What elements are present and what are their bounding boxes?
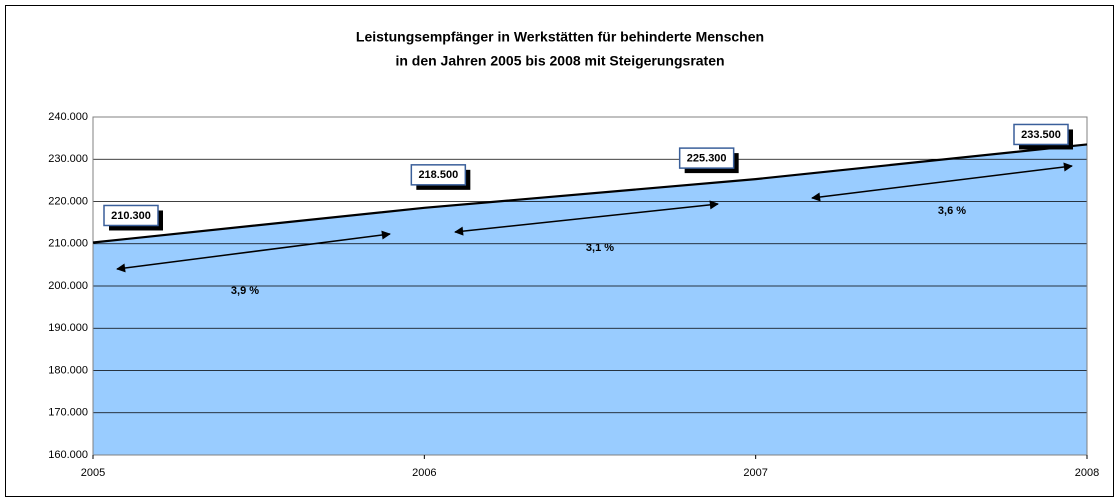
x-tick-label: 2005 — [81, 467, 105, 479]
chart-subtitle: in den Jahren 2005 bis 2008 mit Steigeru… — [395, 53, 724, 69]
area — [93, 144, 1087, 455]
x-tick-label: 2007 — [743, 467, 767, 479]
data-label: 233.500 — [1021, 129, 1061, 141]
annotation: 3,9 % — [231, 285, 259, 297]
y-tick-label: 180.000 — [48, 364, 88, 376]
line — [92, 143, 1088, 244]
growth-arrow — [116, 230, 391, 273]
label-box — [678, 147, 735, 169]
data-label: 210.300 — [111, 210, 151, 222]
annotation: 3,1 % — [586, 242, 614, 254]
y-tick-label: 240.000 — [48, 111, 88, 123]
label-box — [1013, 123, 1069, 146]
label-box — [410, 164, 467, 186]
y-tick-label: 190.000 — [48, 322, 88, 334]
x-tick-label: 2008 — [1075, 467, 1099, 479]
y-tick-label: 210.000 — [48, 238, 88, 250]
growth-arrow — [811, 162, 1073, 202]
y-tick-label: 220.000 — [48, 195, 88, 207]
y-tick-label: 170.000 — [48, 407, 88, 419]
x-tick-label: 2006 — [412, 467, 436, 479]
data-label: 218.500 — [418, 169, 458, 181]
y-tick-label: 160.000 — [48, 449, 88, 461]
y-tick-label: 230.000 — [48, 153, 88, 165]
y-tick-label: 200.000 — [48, 280, 88, 292]
chart-title: Leistungsempfänger in Werkstätten für be… — [356, 29, 764, 45]
plot-border — [92, 116, 1088, 456]
annotation: 3,6 % — [938, 205, 966, 217]
data-label: 225.300 — [687, 153, 727, 165]
growth-arrow — [454, 200, 719, 236]
label-box — [103, 204, 159, 227]
